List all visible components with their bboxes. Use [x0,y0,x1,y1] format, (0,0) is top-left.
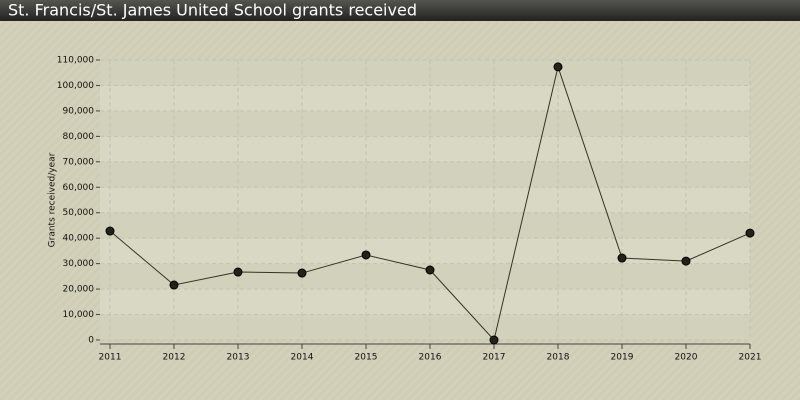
y-tick-label: 0 [88,336,94,346]
plot-band [100,263,750,290]
data-point [489,335,499,345]
x-tick-label: 2014 [291,353,314,363]
plot-band [100,289,750,315]
x-tick-label: 2016 [419,353,442,363]
y-tick-label: 80,000 [63,132,95,142]
y-tick-label: 110,000 [57,56,94,66]
data-point [617,253,627,263]
data-point [681,256,691,266]
plot-band [100,60,750,86]
x-tick-label: 2012 [163,353,186,363]
plot-band [100,85,750,111]
plot-band [100,314,750,340]
data-point [105,226,115,236]
data-point [169,280,179,290]
y-tick-label: 70,000 [63,157,95,167]
x-tick-label: 2021 [739,353,762,363]
title-bar [0,0,800,21]
data-point [425,265,435,275]
plot-band [100,136,750,162]
x-tick-label: 2019 [611,353,634,363]
y-tick-label: 50,000 [63,208,95,218]
data-point [745,228,755,238]
data-point [361,250,371,260]
data-point [233,267,243,277]
y-tick-label: 10,000 [63,310,95,320]
plot-band [100,187,750,213]
plot-band [100,110,750,137]
y-tick-label: 90,000 [63,106,95,116]
x-tick-label: 2017 [483,353,506,363]
y-tick-label: 30,000 [63,259,95,269]
y-tick-label: 60,000 [63,183,95,193]
plot-band [100,161,750,188]
x-tick-label: 2013 [227,353,250,363]
x-tick-label: 2018 [547,353,570,363]
y-tick-label: 100,000 [57,81,94,91]
x-tick-label: 2020 [675,353,698,363]
plot-band [100,212,750,239]
data-point [297,268,307,278]
y-tick-label: 40,000 [63,234,95,244]
x-tick-label: 2015 [355,353,378,363]
y-tick-label: 20,000 [63,285,95,295]
chart-title: St. Francis/St. James United School gran… [8,1,417,20]
y-axis-label: Grants received/year [48,152,58,247]
x-tick-label: 2011 [99,353,122,363]
data-point [553,62,563,72]
